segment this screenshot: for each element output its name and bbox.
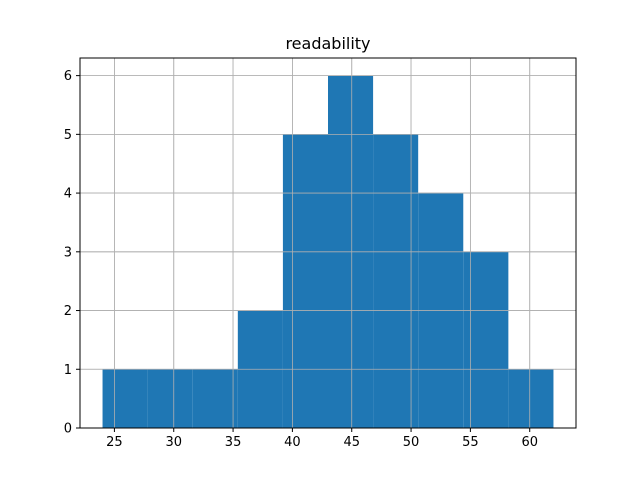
y-tick-label: 2	[64, 304, 72, 319]
x-tick-label: 55	[462, 435, 479, 450]
y-tick-label: 0	[64, 422, 72, 437]
y-axis-ticks: 0 1 2 3 4 5 6	[64, 69, 80, 437]
histogram-bar	[102, 369, 148, 428]
histogram-bar	[508, 369, 554, 428]
y-tick-label: 6	[64, 69, 72, 84]
x-tick-label: 40	[284, 435, 301, 450]
x-tick-label: 45	[343, 435, 360, 450]
x-tick-label: 25	[106, 435, 123, 450]
y-tick-label: 5	[64, 128, 72, 143]
plot-frame	[79, 57, 577, 429]
x-tick-label: 50	[403, 435, 420, 450]
histogram-bar	[282, 134, 328, 428]
histogram-bars	[80, 58, 576, 429]
x-tick-label: 60	[521, 435, 538, 450]
x-tick-label: 35	[225, 435, 242, 450]
y-tick-label: 1	[64, 363, 72, 378]
y-tick-label: 4	[64, 187, 72, 202]
histogram-bar	[147, 369, 193, 428]
axes	[79, 57, 577, 429]
histogram-bar	[192, 369, 238, 428]
x-axis-ticks: 25 30 35 40 45 50 55 60	[106, 428, 538, 450]
y-tick-label: 3	[64, 245, 72, 260]
chart-title: readability	[285, 34, 370, 53]
x-tick-label: 30	[165, 435, 182, 450]
